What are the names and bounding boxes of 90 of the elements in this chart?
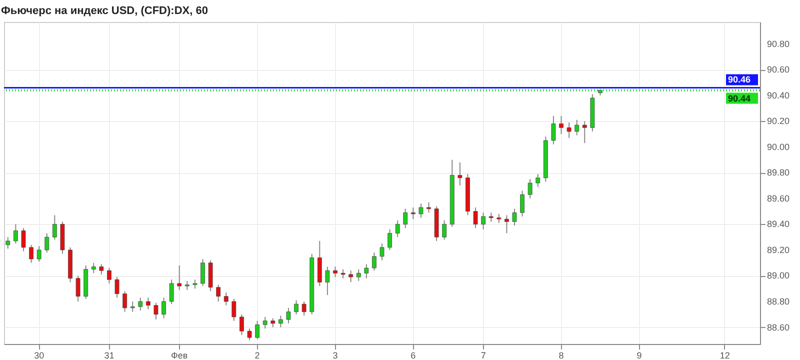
y-tick-label: 89.20 <box>767 244 790 255</box>
candlestick <box>566 122 572 138</box>
candlestick <box>512 208 517 226</box>
candlestick <box>426 202 431 214</box>
candlestick <box>559 116 564 135</box>
candlestick <box>255 320 260 340</box>
candlestick <box>130 300 135 312</box>
candlestick <box>325 266 330 296</box>
candlestick <box>122 290 128 312</box>
y-tick-label: 90.80 <box>767 38 790 49</box>
y-tick-label: 88.60 <box>767 322 790 332</box>
candlestick <box>247 328 252 341</box>
candlestick <box>232 298 236 322</box>
y-tick-label: 89.60 <box>767 193 790 204</box>
candlestick <box>29 244 34 264</box>
candlestick <box>551 116 556 145</box>
candlestick <box>91 262 96 274</box>
y-tick-label: 90.60 <box>767 64 790 75</box>
x-tick-label: 6 <box>410 350 416 360</box>
candlestick <box>169 279 174 305</box>
candlestick <box>473 206 478 229</box>
candlestick <box>184 280 190 290</box>
ref-line-label: 90.46 <box>728 74 751 85</box>
candlestick <box>388 228 392 250</box>
candlestick <box>458 162 462 186</box>
x-tick-label: 31 <box>104 350 114 360</box>
candlestick <box>356 268 361 282</box>
candlestick <box>270 318 276 328</box>
candlestick <box>240 314 244 336</box>
candlestick <box>528 178 532 199</box>
candlestick <box>21 228 26 252</box>
candlestick <box>36 246 42 262</box>
y-tick-label: 89.80 <box>767 168 790 178</box>
x-tick-label: 7 <box>480 350 486 360</box>
candlestick <box>488 212 494 222</box>
candlestick <box>177 264 182 290</box>
candlestick <box>395 220 400 238</box>
candlestick <box>520 190 524 217</box>
y-tick-label: 90.00 <box>767 142 790 152</box>
candlestick <box>481 212 486 230</box>
candlestick <box>574 119 580 136</box>
candlestick <box>162 297 166 319</box>
candlestick <box>364 264 369 279</box>
candlestick <box>262 316 268 330</box>
y-tick-label: 90.40 <box>767 90 790 100</box>
candlestick <box>6 236 10 250</box>
candlestick <box>192 279 198 290</box>
y-tick-label: 89.40 <box>767 219 790 230</box>
candlestick <box>302 300 306 316</box>
x-tick-label: 12 <box>720 350 730 360</box>
candlestick <box>403 208 408 229</box>
chart-title: Фьючерс на индекс USD, (CFD):DX, 60 <box>1 5 208 17</box>
candlestick <box>99 264 104 275</box>
candlestick <box>200 258 205 287</box>
candlestick <box>536 173 540 188</box>
y-tick-label: 88.80 <box>767 296 790 306</box>
x-tick-label: 8 <box>558 350 564 360</box>
candlestick <box>13 224 18 244</box>
x-tick-label: 2 <box>254 350 260 360</box>
candlestick <box>52 214 57 240</box>
candlestick <box>496 213 502 224</box>
candlestick <box>410 206 416 220</box>
candlestick <box>380 243 384 261</box>
candlestick <box>114 276 120 298</box>
candlestick <box>418 203 424 218</box>
candlestick <box>294 300 298 315</box>
candlestick <box>333 266 338 278</box>
candlestick <box>138 297 143 312</box>
candlestick <box>107 268 112 284</box>
candlestick <box>442 220 447 240</box>
ref-line-label: 90.44 <box>728 93 751 104</box>
candlestick <box>44 232 50 254</box>
candlestick <box>582 120 587 144</box>
candlestick <box>340 268 346 279</box>
candlestick <box>224 292 228 306</box>
candlestick <box>154 302 158 320</box>
candlestick <box>286 307 291 324</box>
candlestick <box>348 270 354 283</box>
candlestick <box>372 252 376 272</box>
y-tick-label: 90.20 <box>767 116 790 126</box>
x-tick-label: Фев <box>171 350 188 360</box>
y-tick-label: 89.00 <box>767 270 790 281</box>
candlestick <box>504 214 509 234</box>
x-tick-label: 3 <box>332 350 338 360</box>
candlestick <box>146 297 150 310</box>
x-tick-label: 9 <box>636 350 642 360</box>
candlestick <box>76 275 80 302</box>
candlestick <box>278 315 283 328</box>
x-tick-label: 30 <box>34 350 44 360</box>
candlestick <box>216 284 221 302</box>
